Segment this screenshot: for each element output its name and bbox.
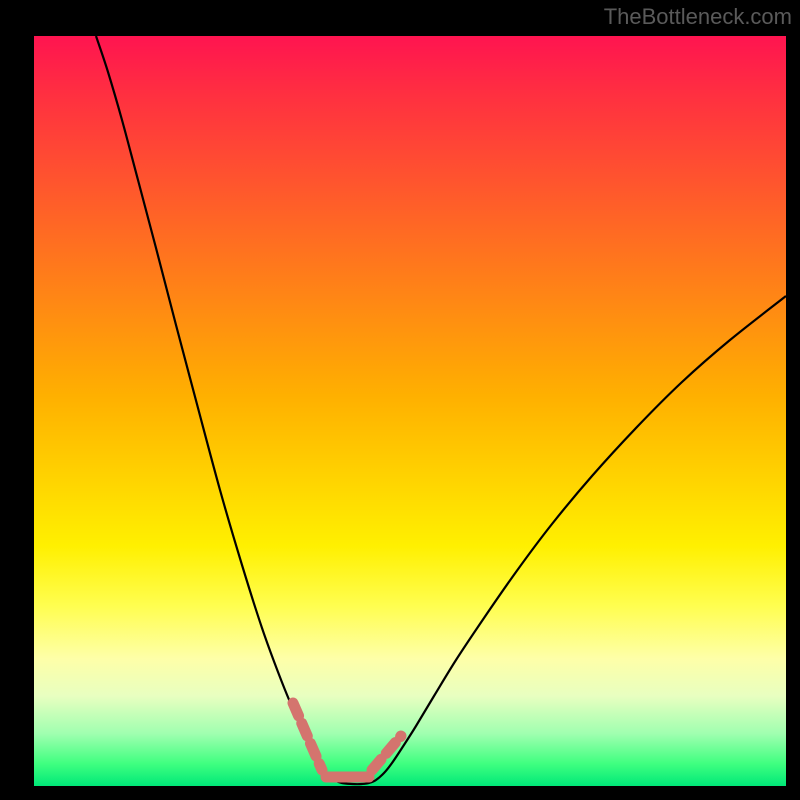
gradient-plot-area [34, 36, 786, 786]
chart-container: TheBottleneck.com [0, 0, 800, 800]
watermark-text: TheBottleneck.com [604, 4, 792, 30]
